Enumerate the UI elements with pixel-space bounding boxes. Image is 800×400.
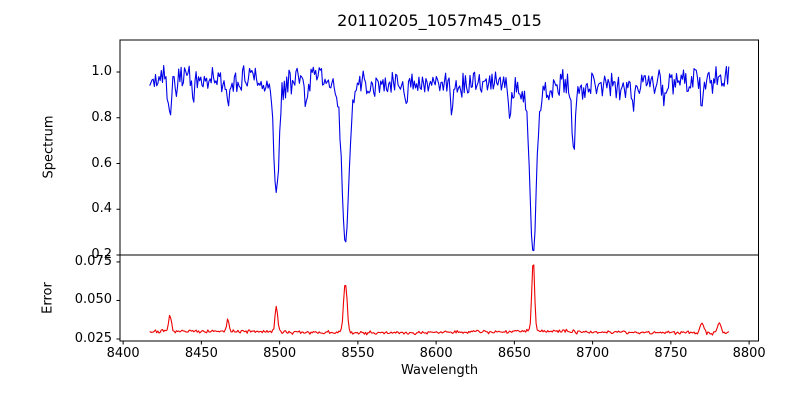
error-y-tick-label: 0.075 bbox=[74, 253, 112, 269]
x-tick-label: 8650 bbox=[497, 346, 531, 361]
spectrum-y-tick-label: 0.6 bbox=[91, 155, 112, 171]
error-line bbox=[149, 264, 730, 336]
error-y-tick-label: 0.050 bbox=[74, 292, 112, 308]
error-y-axis-label: Error bbox=[40, 282, 56, 314]
spectrum-line bbox=[149, 65, 730, 252]
spectrum-y-axis-label: Spectrum bbox=[41, 115, 57, 179]
x-tick-label: 8450 bbox=[184, 346, 218, 361]
x-tick-label: 8700 bbox=[576, 346, 610, 361]
chart-title: 20110205_1057m45_015 bbox=[337, 11, 542, 30]
spectrum-y-tick-label: 0.4 bbox=[91, 201, 112, 217]
x-tick-label: 8550 bbox=[341, 346, 375, 361]
x-tick-label: 8400 bbox=[106, 346, 140, 361]
x-tick-label: 8750 bbox=[654, 346, 688, 361]
x-tick-label: 8800 bbox=[732, 346, 766, 361]
x-axis-label: Wavelength bbox=[400, 363, 479, 378]
spectrum-y-tick-label: 0.2 bbox=[91, 247, 112, 262]
error-y-tick-label: 0.025 bbox=[74, 330, 112, 346]
error-panel-frame bbox=[119, 254, 759, 342]
spectrum-panel-frame bbox=[119, 39, 759, 256]
axis-ticks bbox=[116, 71, 750, 345]
spectrum-y-tick-label: 0.8 bbox=[91, 109, 112, 125]
spectrum-y-tick-label: 1.0 bbox=[91, 64, 112, 80]
x-tick-label: 8600 bbox=[419, 346, 453, 361]
x-tick-label: 8500 bbox=[263, 346, 297, 361]
